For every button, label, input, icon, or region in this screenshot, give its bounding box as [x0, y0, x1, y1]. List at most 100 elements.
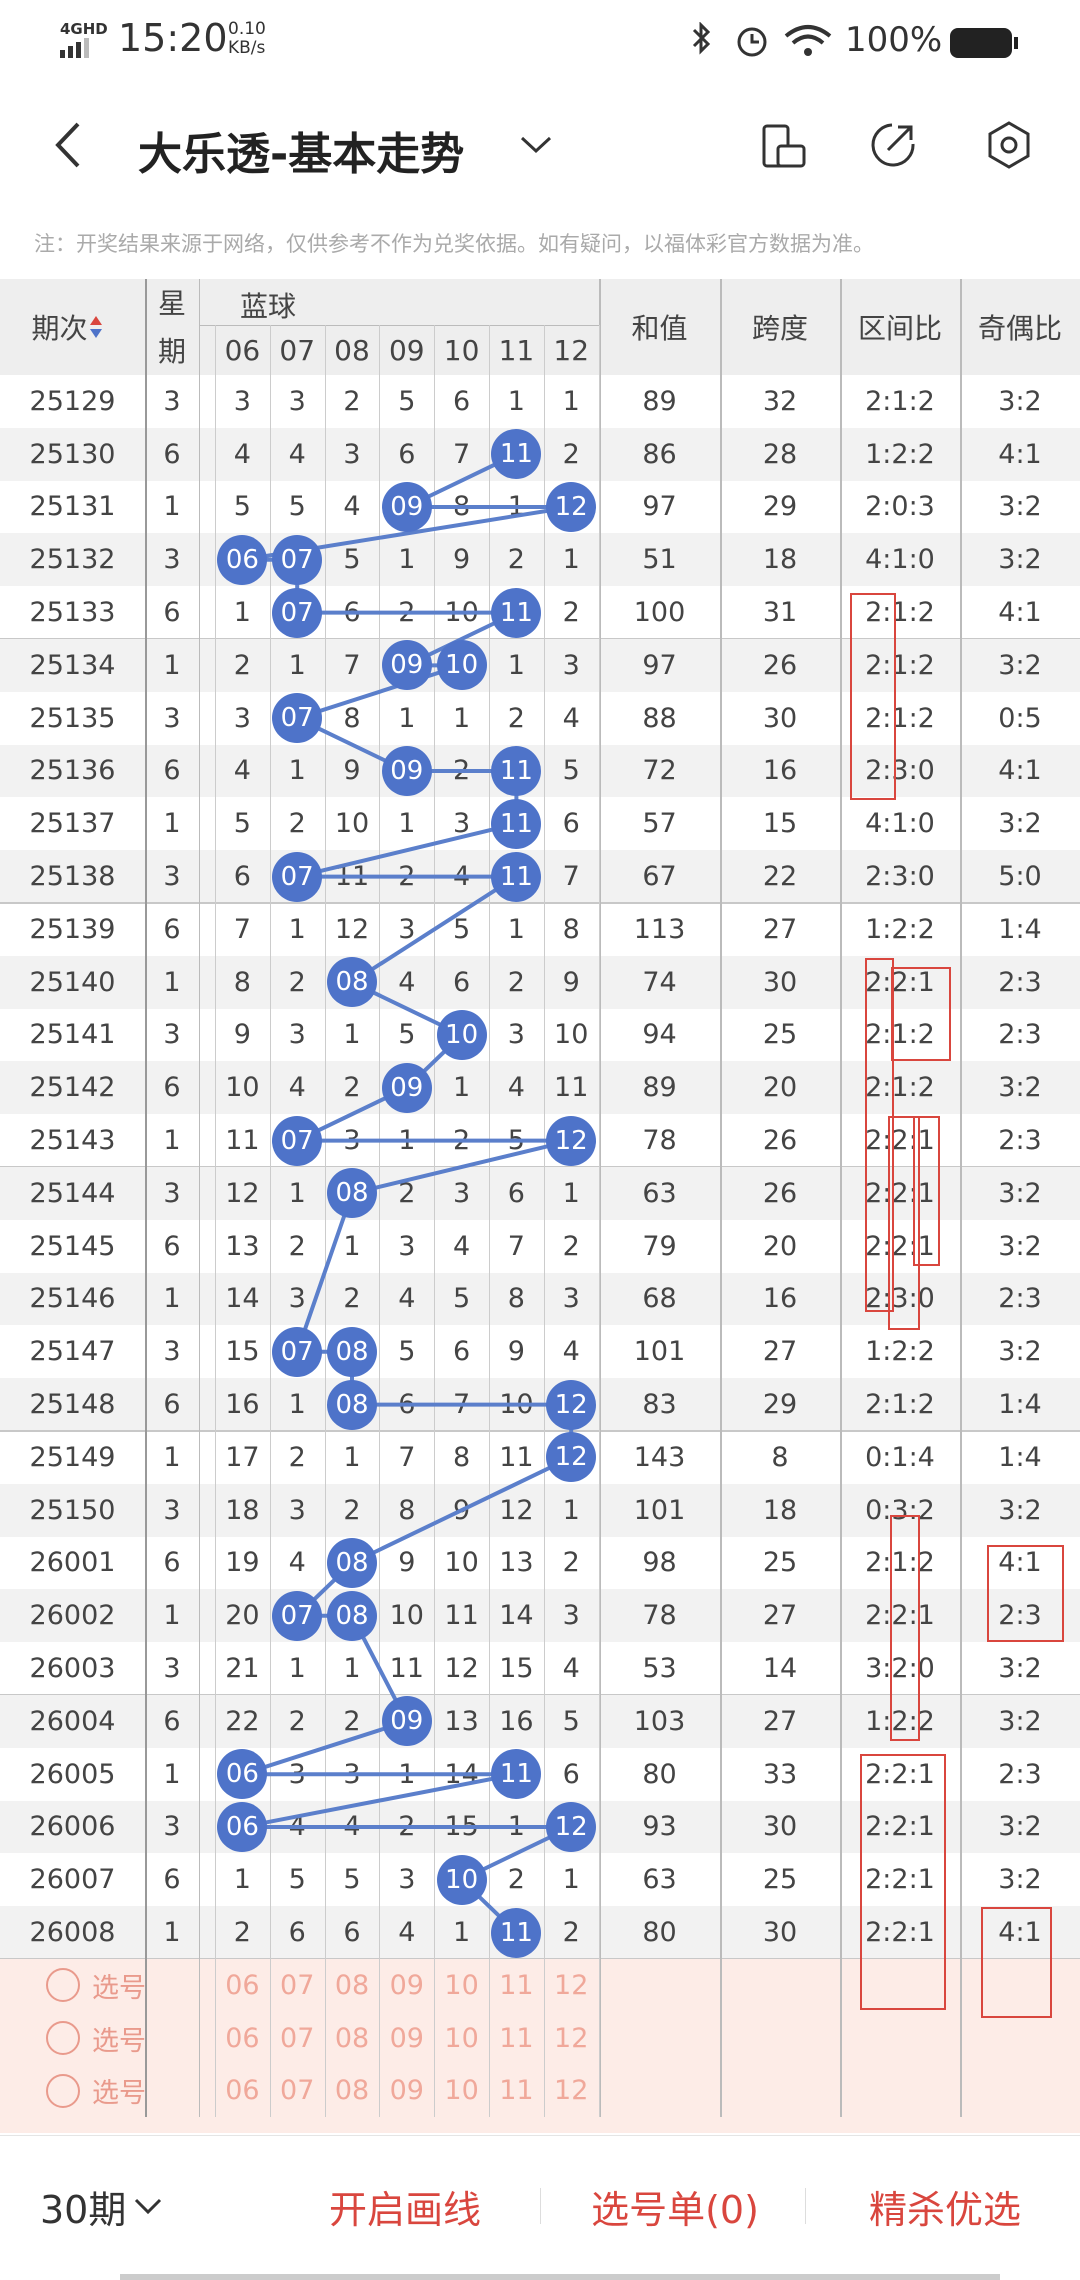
zone: 3:2:0	[865, 1653, 935, 1685]
omission: 6	[452, 1336, 471, 1368]
parity: 3:2	[998, 1072, 1042, 1104]
zone: 4:1:0	[865, 808, 935, 840]
omission: 1	[507, 649, 525, 681]
omission: 6	[507, 1177, 525, 1209]
omission: 8	[562, 913, 580, 945]
pick-number[interactable]: 10	[444, 2075, 479, 2107]
period-text: 30期	[40, 2187, 127, 2232]
pick-radio[interactable]	[46, 2074, 80, 2108]
pick-number[interactable]: 07	[280, 2075, 315, 2107]
sum: 101	[633, 1336, 686, 1368]
omission: 7	[343, 649, 361, 681]
zone: 2:2:1	[865, 1864, 935, 1896]
pick-number[interactable]: 10	[444, 1969, 479, 2001]
zone: 4:1:0	[865, 544, 935, 576]
period: 25149	[29, 1441, 116, 1473]
title-dropdown[interactable]	[518, 132, 554, 156]
pick-number[interactable]: 07	[280, 2022, 315, 2054]
sort-icon[interactable]	[88, 313, 104, 341]
parity: 3:2	[998, 1336, 1042, 1368]
pick-number[interactable]: 09	[389, 2022, 424, 2054]
premium-button[interactable]: 精杀优选	[868, 2187, 1021, 2232]
week: 6	[163, 597, 181, 629]
draw-line-button[interactable]: 开启画线	[328, 2187, 481, 2232]
span: 14	[762, 1653, 798, 1685]
pick-number[interactable]: 08	[334, 1969, 370, 2001]
span: 18	[762, 1494, 798, 1526]
hit-ball: 09	[381, 482, 432, 532]
rotate-button[interactable]	[758, 122, 808, 172]
period-selector[interactable]: 30期	[40, 2176, 166, 2236]
share-button[interactable]	[868, 120, 918, 170]
pick-number[interactable]: 12	[554, 2075, 589, 2107]
hit-ball: 07	[272, 851, 323, 902]
omission: 3	[452, 808, 471, 840]
omission: 2	[562, 1547, 580, 1579]
week: 6	[163, 1230, 181, 1262]
week: 1	[163, 966, 181, 998]
parity: 0:5	[998, 702, 1042, 734]
sum: 78	[642, 1600, 677, 1632]
pick-number[interactable]: 11	[499, 2075, 534, 2107]
omission: 9	[452, 544, 471, 576]
omission: 2	[398, 1177, 416, 1209]
pick-number[interactable]: 09	[389, 1969, 424, 2001]
period: 26001	[29, 1547, 116, 1579]
row-bg	[0, 1589, 1080, 1643]
zone: 2:1:2	[865, 1389, 935, 1421]
week-header: 期	[157, 335, 186, 368]
span: 26	[762, 1125, 798, 1157]
pick-number[interactable]: 09	[389, 2075, 424, 2107]
week: 3	[163, 1494, 181, 1526]
omission: 2	[507, 702, 525, 734]
span: 31	[762, 597, 798, 629]
pick-radio[interactable]	[46, 1968, 80, 2003]
parity: 2:3	[998, 1600, 1042, 1632]
span: 16	[762, 755, 798, 787]
span: 30	[762, 702, 798, 734]
period: 25150	[29, 1494, 116, 1526]
pick-number[interactable]: 06	[225, 1969, 260, 2001]
omission: 1	[507, 913, 525, 945]
column-rule	[215, 325, 216, 2118]
hit-ball: 08	[327, 1326, 377, 1377]
pick-number[interactable]: 08	[334, 2075, 370, 2107]
pick-number[interactable]: 12	[554, 1969, 589, 2001]
omission: 10	[225, 1072, 260, 1104]
omission: 1	[398, 702, 416, 734]
dropdown-icon	[135, 2198, 162, 2215]
pick-number[interactable]: 11	[499, 1969, 534, 2001]
zone: 1:2:2	[865, 438, 935, 470]
parity: 2:3	[998, 1019, 1042, 1051]
speed: 0.10 KB/s	[228, 20, 266, 58]
omission: 1	[343, 1653, 361, 1685]
parity: 1:4	[998, 913, 1042, 945]
column-rule	[489, 325, 490, 2118]
pick-number[interactable]: 10	[444, 2022, 479, 2054]
hit-ball: 08	[327, 1168, 377, 1219]
pick-number[interactable]: 08	[334, 2022, 370, 2054]
omission: 2	[343, 1494, 361, 1526]
omission: 3	[288, 1494, 306, 1526]
pick-number[interactable]: 07	[280, 1969, 315, 2001]
omission: 1	[343, 1230, 361, 1262]
omission: 1	[288, 913, 306, 945]
period: 25132	[29, 544, 116, 576]
omission: 4	[288, 438, 306, 470]
pick-list-button[interactable]: 选号单(0)	[591, 2187, 759, 2232]
omission: 3	[398, 1864, 416, 1896]
column-rule	[199, 279, 200, 2118]
back-button[interactable]	[50, 120, 90, 170]
period: 26002	[29, 1600, 116, 1632]
pick-number[interactable]: 06	[225, 2075, 260, 2107]
pick-number[interactable]: 12	[554, 2022, 589, 2054]
settings-button[interactable]	[984, 120, 1034, 170]
hit-ball: 12	[546, 1432, 597, 1483]
omission: 1	[288, 1389, 306, 1421]
omission: 3	[562, 1283, 580, 1315]
pick-number[interactable]: 06	[225, 2022, 260, 2054]
parity: 2:3	[998, 1758, 1042, 1790]
pick-radio[interactable]	[46, 2021, 80, 2056]
omission: 8	[452, 1441, 471, 1473]
pick-number[interactable]: 11	[499, 2022, 534, 2054]
